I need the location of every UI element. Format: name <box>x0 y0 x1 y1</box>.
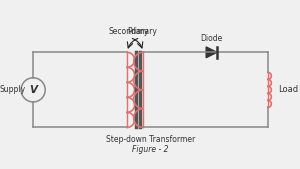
Text: V: V <box>29 85 37 95</box>
Text: Secondary: Secondary <box>108 27 148 36</box>
Polygon shape <box>206 47 217 58</box>
Text: Step-down Transformer: Step-down Transformer <box>106 135 195 144</box>
Text: Primary: Primary <box>127 27 157 36</box>
Text: Figure - 2: Figure - 2 <box>132 145 169 154</box>
Text: Supply: Supply <box>0 85 26 94</box>
Text: Load: Load <box>278 85 298 94</box>
Text: Diode: Diode <box>200 34 223 43</box>
